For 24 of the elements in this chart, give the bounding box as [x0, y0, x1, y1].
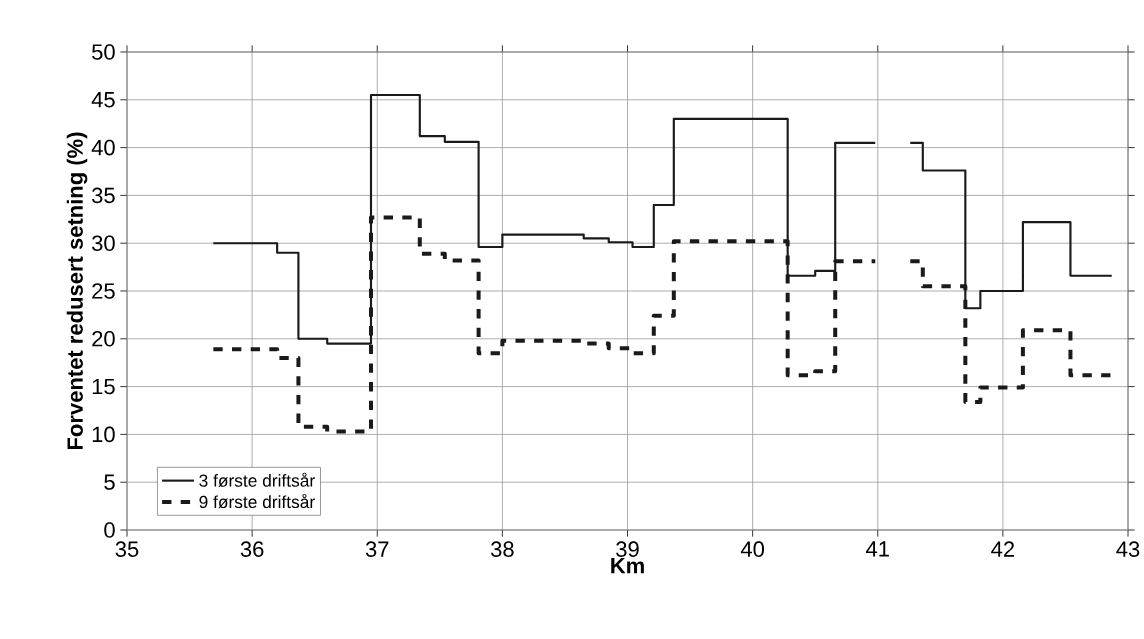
y-tick-label: 40	[91, 139, 115, 156]
y-tick-label: 35	[91, 187, 115, 204]
x-tick-label: 43	[1116, 541, 1140, 557]
y-tick-label: 45	[91, 92, 115, 108]
legend-label: 9 første driftsår	[199, 493, 315, 509]
x-tick-label: 41	[866, 541, 889, 557]
legend-label: 3 første driftsår	[199, 472, 315, 487]
x-tick-label: 35	[115, 541, 139, 557]
y-tick-label: 25	[92, 283, 115, 299]
y-tick-label: 0	[104, 522, 115, 538]
x-tick-label: 39	[616, 541, 639, 557]
x-tick-label: 36	[240, 541, 264, 557]
y-tick-label: 20	[92, 331, 115, 347]
x-tick-label: 38	[490, 541, 514, 557]
y-tick-label: 5	[104, 474, 115, 490]
y-tick-label: 30	[91, 235, 115, 251]
y-tick-label: 15	[92, 378, 115, 395]
y-axis-title: Forventet redusert setning (%)	[66, 132, 88, 450]
x-tick-label: 40	[740, 541, 764, 557]
x-tick-label: 42	[991, 541, 1014, 557]
x-tick-label: 37	[365, 541, 389, 557]
x-axis-title: Km	[611, 558, 644, 574]
y-tick-label: 10	[92, 426, 115, 443]
y-tick-label: 50	[92, 44, 115, 60]
